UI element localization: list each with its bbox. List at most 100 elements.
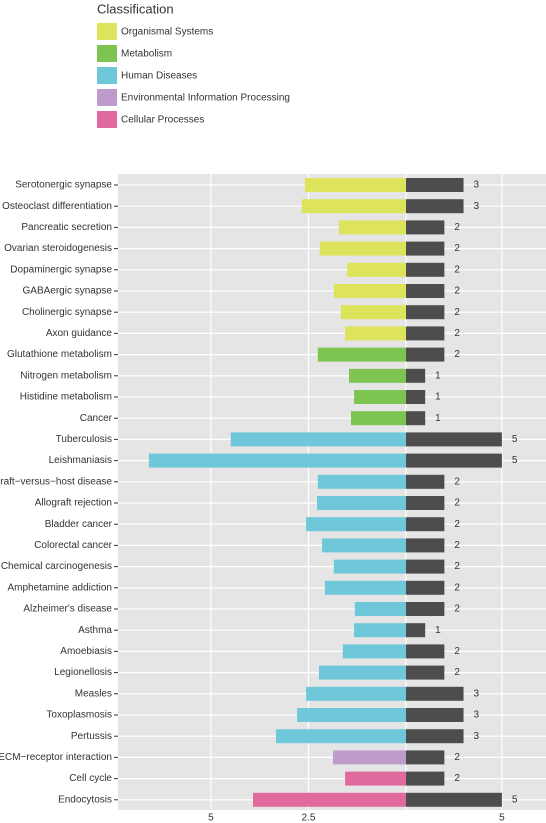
y-tick-label: Amphetamine addiction — [7, 582, 112, 593]
legend-label: Human Diseases — [121, 71, 197, 82]
value-label: 2 — [454, 604, 460, 615]
y-tick-label: Amoebiasis — [60, 646, 112, 657]
right-bar — [406, 559, 445, 574]
legend-title: Classification — [97, 1, 174, 16]
left-bar — [276, 729, 406, 744]
left-bar — [354, 623, 406, 638]
legend-key — [97, 67, 117, 84]
right-bar — [406, 199, 464, 214]
right-bar — [406, 538, 445, 553]
right-bar — [406, 453, 502, 468]
y-tick-label: Cholinergic synapse — [22, 307, 112, 318]
x-tick-label: 5 — [499, 813, 505, 823]
left-bar — [253, 792, 406, 807]
right-bar — [406, 368, 426, 383]
value-label: 2 — [454, 286, 460, 297]
y-tick-label: Histidine metabolism — [20, 392, 112, 403]
legend-label: Organismal Systems — [121, 27, 213, 38]
right-bar — [406, 326, 445, 341]
left-bar — [345, 771, 406, 786]
value-label: 5 — [512, 455, 518, 466]
left-bar — [354, 602, 406, 616]
value-label: 2 — [454, 540, 460, 551]
legend-key — [97, 45, 117, 62]
value-label: 2 — [454, 307, 460, 318]
left-bar — [354, 390, 406, 404]
value-label: 3 — [474, 201, 480, 212]
value-label: 2 — [454, 561, 460, 572]
left-bar — [333, 284, 406, 298]
legend-label: Cellular Processes — [121, 115, 204, 126]
left-bar — [306, 517, 406, 532]
value-label: 3 — [474, 688, 480, 699]
value-label: 3 — [474, 710, 480, 721]
left-bar — [338, 220, 406, 235]
y-tick-label: Leishmaniasis — [49, 455, 112, 466]
x-tick-label: 5 — [208, 813, 214, 823]
right-bar — [406, 750, 445, 765]
left-bar — [148, 453, 406, 468]
y-tick-label: Axon guidance — [46, 328, 113, 339]
right-bar — [406, 686, 464, 701]
value-label: 2 — [454, 646, 460, 657]
y-tick-label: Legionellosis — [54, 667, 112, 678]
right-bar — [406, 178, 464, 192]
y-tick-label: Colorectal cancer — [34, 540, 112, 551]
legend-key — [97, 111, 117, 128]
left-bar — [340, 305, 406, 320]
value-label: 1 — [435, 370, 441, 381]
right-bar — [406, 771, 445, 786]
right-bar — [406, 347, 445, 362]
right-bar — [406, 305, 445, 320]
y-tick-label: Cancer — [80, 413, 113, 424]
value-label: 2 — [454, 243, 460, 254]
legend-label: Environmental Information Processing — [121, 93, 290, 104]
y-tick-label: Pertussis — [71, 731, 112, 742]
right-bar — [406, 792, 502, 807]
y-tick-label: Alzheimer's disease — [23, 604, 112, 615]
value-label: 2 — [454, 264, 460, 275]
left-bar — [304, 178, 406, 192]
value-label: 2 — [454, 773, 460, 784]
value-label: 2 — [454, 222, 460, 233]
value-label: 2 — [454, 498, 460, 509]
value-label: 2 — [454, 667, 460, 678]
left-bar — [306, 686, 406, 701]
left-bar — [345, 326, 406, 341]
left-bar — [230, 432, 406, 447]
y-tick-label: Glutathione metabolism — [7, 349, 112, 360]
right-bar — [406, 496, 445, 510]
left-bar — [318, 665, 406, 680]
y-tick-label: Dopaminergic synapse — [10, 264, 112, 275]
y-tick-label: Endocytosis — [58, 794, 112, 805]
left-bar — [317, 474, 406, 489]
y-tick-label: Ovarian steroidogenesis — [4, 243, 112, 254]
legend-key — [97, 89, 117, 106]
y-tick-label: Pancreatic secretion — [21, 222, 112, 233]
y-tick-label: Allograft rejection — [35, 498, 112, 509]
left-bar — [317, 347, 406, 362]
left-bar — [333, 750, 406, 765]
value-label: 3 — [474, 180, 480, 191]
y-tick-label: Serotonergic synapse — [15, 180, 112, 191]
right-bar — [406, 262, 445, 277]
value-label: 5 — [512, 434, 518, 445]
left-bar — [347, 262, 406, 277]
right-bar — [406, 708, 464, 722]
y-tick-label: Bladder cancer — [45, 519, 113, 530]
value-label: 1 — [435, 392, 441, 403]
right-bar — [406, 411, 426, 426]
left-bar — [317, 496, 406, 510]
value-label: 1 — [435, 625, 441, 636]
right-bar — [406, 580, 445, 595]
left-bar — [319, 241, 406, 256]
x-tick-label: 2.5 — [301, 813, 315, 823]
right-bar — [406, 432, 502, 447]
left-bar — [349, 368, 406, 383]
y-tick-label: Osteoclast differentiation — [2, 201, 112, 212]
right-bar — [406, 284, 445, 298]
y-tick-label: Toxoplasmosis — [46, 710, 112, 721]
value-label: 2 — [454, 349, 460, 360]
value-label: 1 — [435, 413, 441, 424]
